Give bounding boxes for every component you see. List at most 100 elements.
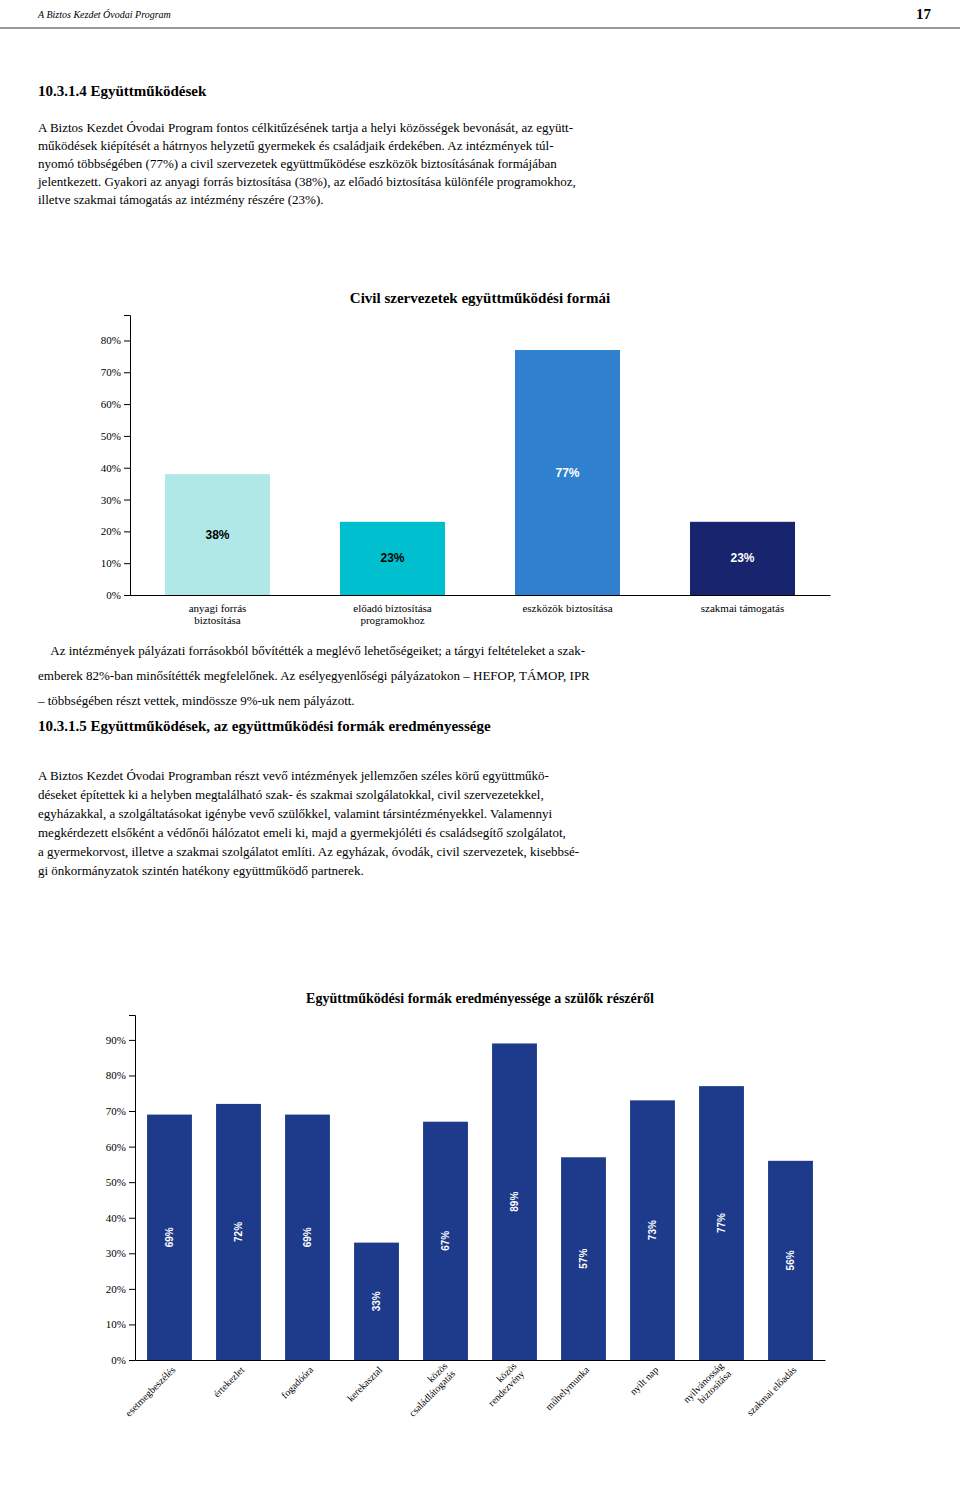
tick-mark bbox=[124, 500, 130, 501]
chart-title: Együttműködési formák eredményessége a s… bbox=[306, 991, 654, 1006]
data-label: 38% bbox=[205, 528, 229, 542]
tick-label: 70% bbox=[106, 1105, 126, 1117]
tick: 30% bbox=[106, 1247, 135, 1259]
tick: 10% bbox=[106, 1318, 135, 1330]
bar bbox=[561, 1157, 606, 1360]
text-line: illetve szakmai támogatás az intézmény r… bbox=[38, 192, 324, 207]
text-line: jelentkezett. Gyakori az anyagi forrás b… bbox=[37, 174, 576, 189]
tick: 50% bbox=[101, 430, 130, 442]
tick: 40% bbox=[101, 462, 130, 474]
tick-label: 0% bbox=[111, 1354, 126, 1366]
tick-mark bbox=[124, 404, 130, 405]
text-line: gi önkormányzatok szintén hatékony együt… bbox=[38, 863, 364, 878]
tick: értekezlet bbox=[211, 1364, 246, 1399]
data-label: 23% bbox=[730, 551, 754, 565]
text-block: A Biztos Kezdet Óvodai Program fontos cé… bbox=[37, 120, 576, 207]
tick-mark bbox=[129, 1289, 135, 1290]
tick: 0% bbox=[111, 1354, 135, 1366]
page: A Biztos Kezdet Óvodai Program1710.3.1.4… bbox=[0, 0, 960, 1497]
data-label: 77% bbox=[716, 1213, 727, 1233]
tick-mark bbox=[129, 1111, 135, 1112]
data-label: 67% bbox=[440, 1231, 451, 1251]
x-axis: esetmegbeszélés értekezlet fogadóóra kereka… bbox=[123, 1360, 826, 1419]
text-line: megkérdezett elsőként a védőnői hálózato… bbox=[38, 825, 566, 840]
tick: fogadóóra bbox=[279, 1364, 316, 1401]
tick-label: 30% bbox=[106, 1247, 126, 1259]
text-line: A Biztos Kezdet Óvodai Program fontos cé… bbox=[38, 120, 573, 135]
tick-mark bbox=[124, 436, 130, 437]
bar bbox=[690, 522, 795, 595]
section-title: 10.3.1.5 Együttműködések, az együttműköd… bbox=[38, 718, 491, 734]
text-line: működések kiépítését a hátrnyos helyzetű… bbox=[38, 138, 553, 153]
tick-label: közöscsaládlátogatás bbox=[399, 1360, 457, 1418]
tick-label: 10% bbox=[101, 557, 121, 569]
tick-label: 10% bbox=[106, 1318, 126, 1330]
header-rule bbox=[0, 28, 960, 29]
tick-mark bbox=[129, 1360, 135, 1361]
tick: szakmai támogatás bbox=[701, 602, 784, 614]
tick-label: értekezlet bbox=[211, 1364, 246, 1399]
text-line: A Biztos Kezdet Óvodai Programban részt … bbox=[38, 768, 549, 783]
tick: műhelymunka bbox=[543, 1364, 592, 1413]
tick: 80% bbox=[106, 1069, 135, 1081]
tick: 60% bbox=[106, 1141, 135, 1153]
tick-label: szakmai támogatás bbox=[701, 602, 784, 614]
tick-mark bbox=[129, 1075, 135, 1076]
tick-label: 50% bbox=[106, 1176, 126, 1188]
y-axis: 0% 10% 20% 30% 40% 50% 60% 70% 80% 90% bbox=[106, 1016, 136, 1367]
tick: 10% bbox=[101, 557, 130, 569]
tick: anyagi forrásbiztosítása bbox=[189, 602, 247, 627]
bar bbox=[515, 350, 620, 595]
tick: közöscsaládlátogatás bbox=[399, 1360, 457, 1418]
text-block: A Biztos Kezdet Óvodai Programban részt … bbox=[38, 768, 579, 878]
tick: előadó biztosításaprogramokhoz bbox=[353, 602, 432, 627]
tick-label: 20% bbox=[106, 1283, 126, 1295]
tick-mark bbox=[124, 468, 130, 469]
tick: 70% bbox=[106, 1105, 135, 1117]
bars bbox=[165, 350, 795, 595]
bar bbox=[768, 1161, 813, 1360]
section-title: 10.3.1.4 Együttműködések bbox=[38, 83, 207, 99]
text-line: – többségében részt vettek, mindössze 9%… bbox=[37, 693, 355, 708]
tick: 20% bbox=[101, 525, 130, 537]
tick-label: kerekasztal bbox=[345, 1364, 385, 1404]
tick: 0% bbox=[106, 589, 130, 601]
bar bbox=[165, 474, 270, 595]
tick-label: 80% bbox=[101, 334, 121, 346]
text-line: emberek 82%-ban minősítétték megfelelőne… bbox=[38, 668, 590, 683]
tick-mark bbox=[124, 340, 130, 341]
tick: 20% bbox=[106, 1283, 135, 1295]
tick-label: 60% bbox=[106, 1141, 126, 1153]
tick-mark bbox=[124, 595, 130, 596]
bar bbox=[354, 1243, 399, 1360]
tick: 40% bbox=[106, 1212, 135, 1224]
tick-label: közösrendezvény bbox=[478, 1360, 526, 1408]
tick-label: eszközök biztosítása bbox=[522, 602, 612, 614]
axis-line bbox=[129, 1016, 136, 1361]
tick-label: műhelymunka bbox=[543, 1364, 592, 1413]
axis-line bbox=[124, 316, 131, 596]
tick-mark bbox=[129, 1147, 135, 1148]
axis-line bbox=[131, 595, 831, 596]
chart-title: Civil szervezetek együttműködési formái bbox=[350, 290, 610, 306]
data-label: 69% bbox=[164, 1227, 175, 1247]
text-line: déseket építettek ki a helyben megtalálh… bbox=[38, 787, 544, 802]
chart: Civil szervezetek együttműködési formái 3… bbox=[101, 290, 831, 626]
tick: szakmai előadás bbox=[744, 1364, 798, 1418]
bar bbox=[147, 1115, 192, 1360]
tick-mark bbox=[129, 1040, 135, 1041]
tick-label: esetmegbeszélés bbox=[123, 1364, 178, 1419]
tick-label: 50% bbox=[101, 430, 121, 442]
y-axis: 0%10%20%30%40%50%60%70%80% bbox=[101, 316, 131, 602]
tick-label: 90% bbox=[106, 1034, 126, 1046]
data-label: 56% bbox=[785, 1250, 796, 1270]
tick-mark bbox=[129, 1218, 135, 1219]
tick-label: 0% bbox=[106, 589, 121, 601]
bar bbox=[285, 1115, 330, 1360]
tick: 30% bbox=[101, 494, 130, 506]
data-label: 72% bbox=[233, 1222, 244, 1242]
tick: eszközök biztosítása bbox=[522, 602, 612, 614]
tick: 50% bbox=[106, 1176, 135, 1188]
chart: Együttműködési formák eredményessége a s… bbox=[106, 991, 826, 1419]
axis-line bbox=[136, 1360, 826, 1361]
